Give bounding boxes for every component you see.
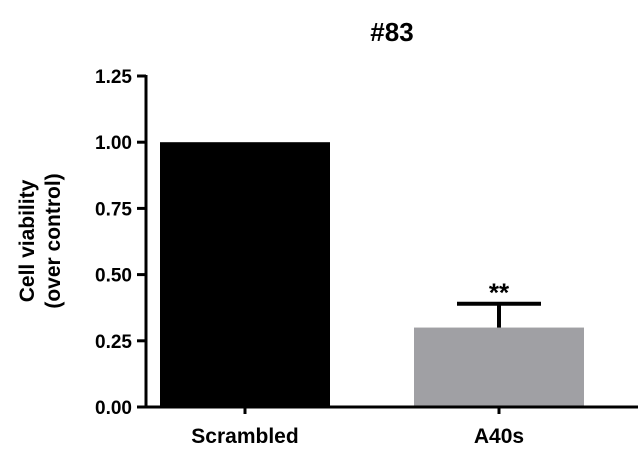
bars: ** <box>160 142 584 407</box>
y-tick-label: 0.25 <box>95 332 132 353</box>
y-tick-label: 1.00 <box>95 133 132 154</box>
x-tick-label-a40s: A40s <box>474 425 524 448</box>
chart-title: #83 <box>370 17 413 47</box>
y-axis-label-line-1: Cell viability <box>16 179 39 302</box>
y-axis-label-line-2: (over control) <box>42 173 65 308</box>
y-axis-label: Cell viability (over control) <box>16 173 65 308</box>
bar-scrambled <box>160 142 330 407</box>
y-tick-label: 0.75 <box>95 199 132 220</box>
y-tick-label: 1.25 <box>95 67 132 88</box>
y-tick-label: 0.50 <box>95 266 132 287</box>
x-tick-label-scrambled: Scrambled <box>191 425 298 448</box>
axes: Scrambled A40s 0.00 0.25 0.50 0.75 1.00 1.25 <box>95 67 638 448</box>
y-tick-label: 0.00 <box>95 398 132 419</box>
bar-a40s <box>414 327 584 407</box>
significance-label-a40s: ** <box>489 278 510 308</box>
